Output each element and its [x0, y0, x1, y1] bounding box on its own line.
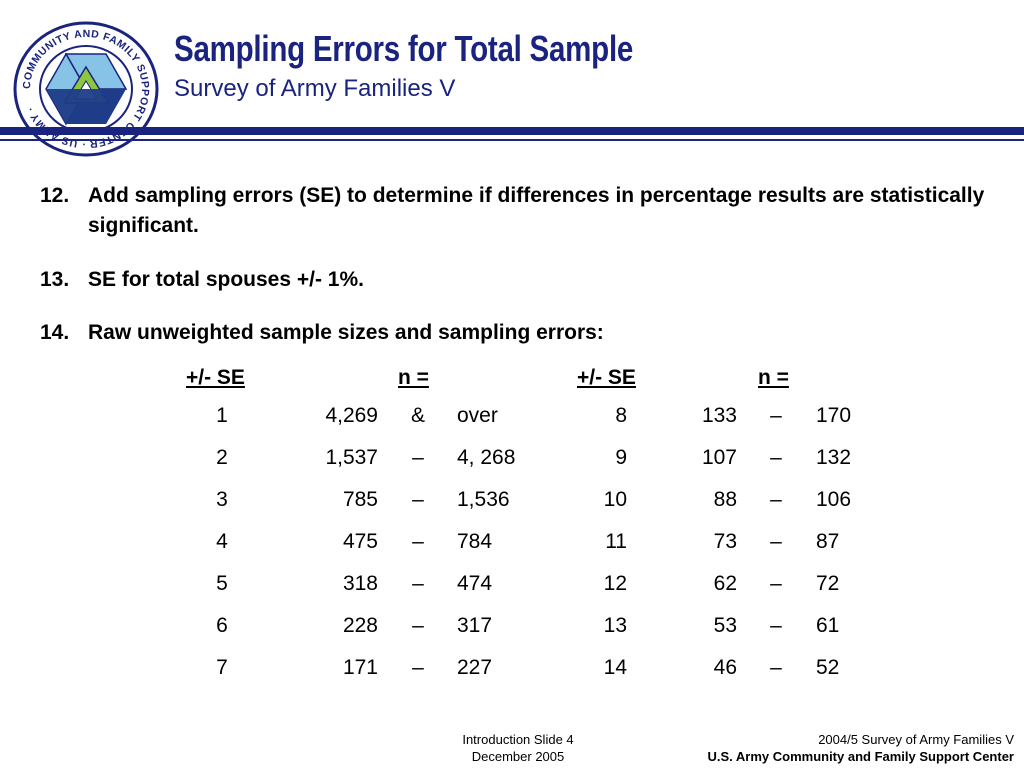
n-high-value: over — [457, 404, 498, 427]
footer-source: 2004/5 Survey of Army Families V U.S. Ar… — [707, 731, 1014, 765]
footer-organization: U.S. Army Community and Family Support C… — [707, 749, 1014, 764]
range-separator: – — [412, 656, 424, 679]
table-row: 1 4,269 & over 8 133 – 170 — [0, 404, 1024, 440]
range-separator: – — [770, 656, 782, 679]
se-value: 8 — [615, 404, 627, 427]
n-low-value: 171 — [342, 656, 378, 679]
n-low-value: 133 — [701, 404, 737, 427]
list-item-number: 14. — [40, 321, 70, 344]
n-high-value: 52 — [816, 656, 840, 679]
range-separator: – — [770, 488, 782, 511]
se-value: 12 — [603, 572, 627, 595]
footer-date: December 2005 — [471, 749, 565, 764]
se-value: 3 — [216, 488, 228, 511]
range-separator: – — [412, 488, 424, 511]
table-row: 5 318 – 474 12 62 – 72 — [0, 572, 1024, 608]
n-high-value: 132 — [816, 446, 852, 469]
page-subtitle: Survey of Army Families V — [174, 75, 456, 102]
page-title: Sampling Errors for Total Sample — [174, 28, 634, 69]
n-low-value: 53 — [713, 614, 737, 637]
range-separator: – — [412, 614, 424, 637]
n-high-value: 317 — [457, 614, 493, 637]
range-separator: – — [412, 572, 424, 595]
column-header-n-left: n = — [398, 366, 429, 389]
n-high-value: 4, 268 — [457, 446, 516, 469]
list-item-number: 13. — [40, 268, 70, 291]
n-low-value: 228 — [342, 614, 378, 637]
list-item-text: Raw unweighted sample sizes and sampling… — [88, 321, 604, 344]
range-separator: – — [770, 530, 782, 553]
n-high-value: 61 — [816, 614, 840, 637]
se-value: 1 — [216, 404, 228, 427]
footer-survey-name: 2004/5 Survey of Army Families V — [818, 732, 1014, 747]
n-low-value: 475 — [342, 530, 378, 553]
se-value: 9 — [615, 446, 627, 469]
range-separator: – — [770, 572, 782, 595]
list-item-text: SE for total spouses +/- 1%. — [88, 268, 364, 291]
n-low-value: 318 — [342, 572, 378, 595]
n-low-value: 62 — [713, 572, 737, 595]
footer-slide-label: Introduction Slide 4 — [462, 732, 574, 747]
se-value: 10 — [603, 488, 627, 511]
n-high-value: 170 — [816, 404, 852, 427]
n-high-value: 474 — [457, 572, 493, 595]
header-divider-thin — [0, 139, 1024, 141]
n-low-value: 1,537 — [325, 446, 378, 469]
n-high-value: 106 — [816, 488, 852, 511]
n-high-value: 784 — [457, 530, 493, 553]
se-value: 14 — [603, 656, 627, 679]
range-separator: & — [410, 404, 425, 427]
n-high-value: 87 — [816, 530, 840, 553]
table-row: 3 785 – 1,536 10 88 – 106 — [0, 488, 1024, 524]
range-separator: – — [770, 614, 782, 637]
list-item-number: 12. — [40, 184, 70, 207]
table-row: 7 171 – 227 14 46 – 52 — [0, 656, 1024, 692]
n-high-value: 227 — [457, 656, 493, 679]
n-low-value: 73 — [713, 530, 737, 553]
table-row: 6 228 – 317 13 53 – 61 — [0, 614, 1024, 650]
se-value: 6 — [216, 614, 228, 637]
se-value: 13 — [603, 614, 627, 637]
list-item-12: 12. Add sampling errors (SE) to determin… — [40, 181, 1000, 241]
table-row: 2 1,537 – 4, 268 9 107 – 132 — [0, 446, 1024, 482]
n-low-value: 46 — [713, 656, 737, 679]
se-value: 4 — [216, 530, 228, 553]
acfsc-logo: COMMUNITY AND FAMILY SUPPORT CENTER · US… — [13, 21, 159, 157]
n-low-value: 88 — [713, 488, 737, 511]
se-value: 2 — [216, 446, 228, 469]
list-item-text: Add sampling errors (SE) to determine if… — [88, 184, 985, 237]
n-high-value: 1,536 — [457, 488, 510, 511]
column-header-n-right: n = — [758, 366, 789, 389]
column-header-se-left: +/- SE — [186, 366, 245, 389]
n-low-value: 785 — [342, 488, 378, 511]
range-separator: – — [770, 446, 782, 469]
range-separator: – — [412, 530, 424, 553]
n-low-value: 4,269 — [325, 404, 378, 427]
list-item-14: 14. Raw unweighted sample sizes and samp… — [40, 318, 1000, 348]
table-row: 4 475 – 784 11 73 – 87 — [0, 530, 1024, 566]
n-high-value: 72 — [816, 572, 840, 595]
range-separator: – — [770, 404, 782, 427]
list-item-13: 13. SE for total spouses +/- 1%. — [40, 265, 1000, 295]
se-value: 11 — [605, 530, 627, 553]
footer-slide-info: Introduction Slide 4 December 2005 — [430, 731, 606, 765]
se-value: 7 — [216, 656, 228, 679]
header-divider-thick — [0, 127, 1024, 135]
column-header-se-right: +/- SE — [577, 366, 636, 389]
n-low-value: 107 — [701, 446, 737, 469]
range-separator: – — [412, 446, 424, 469]
se-value: 5 — [216, 572, 228, 595]
acfsc-logo-emblem: COMMUNITY AND FAMILY SUPPORT CENTER · US… — [13, 21, 159, 157]
